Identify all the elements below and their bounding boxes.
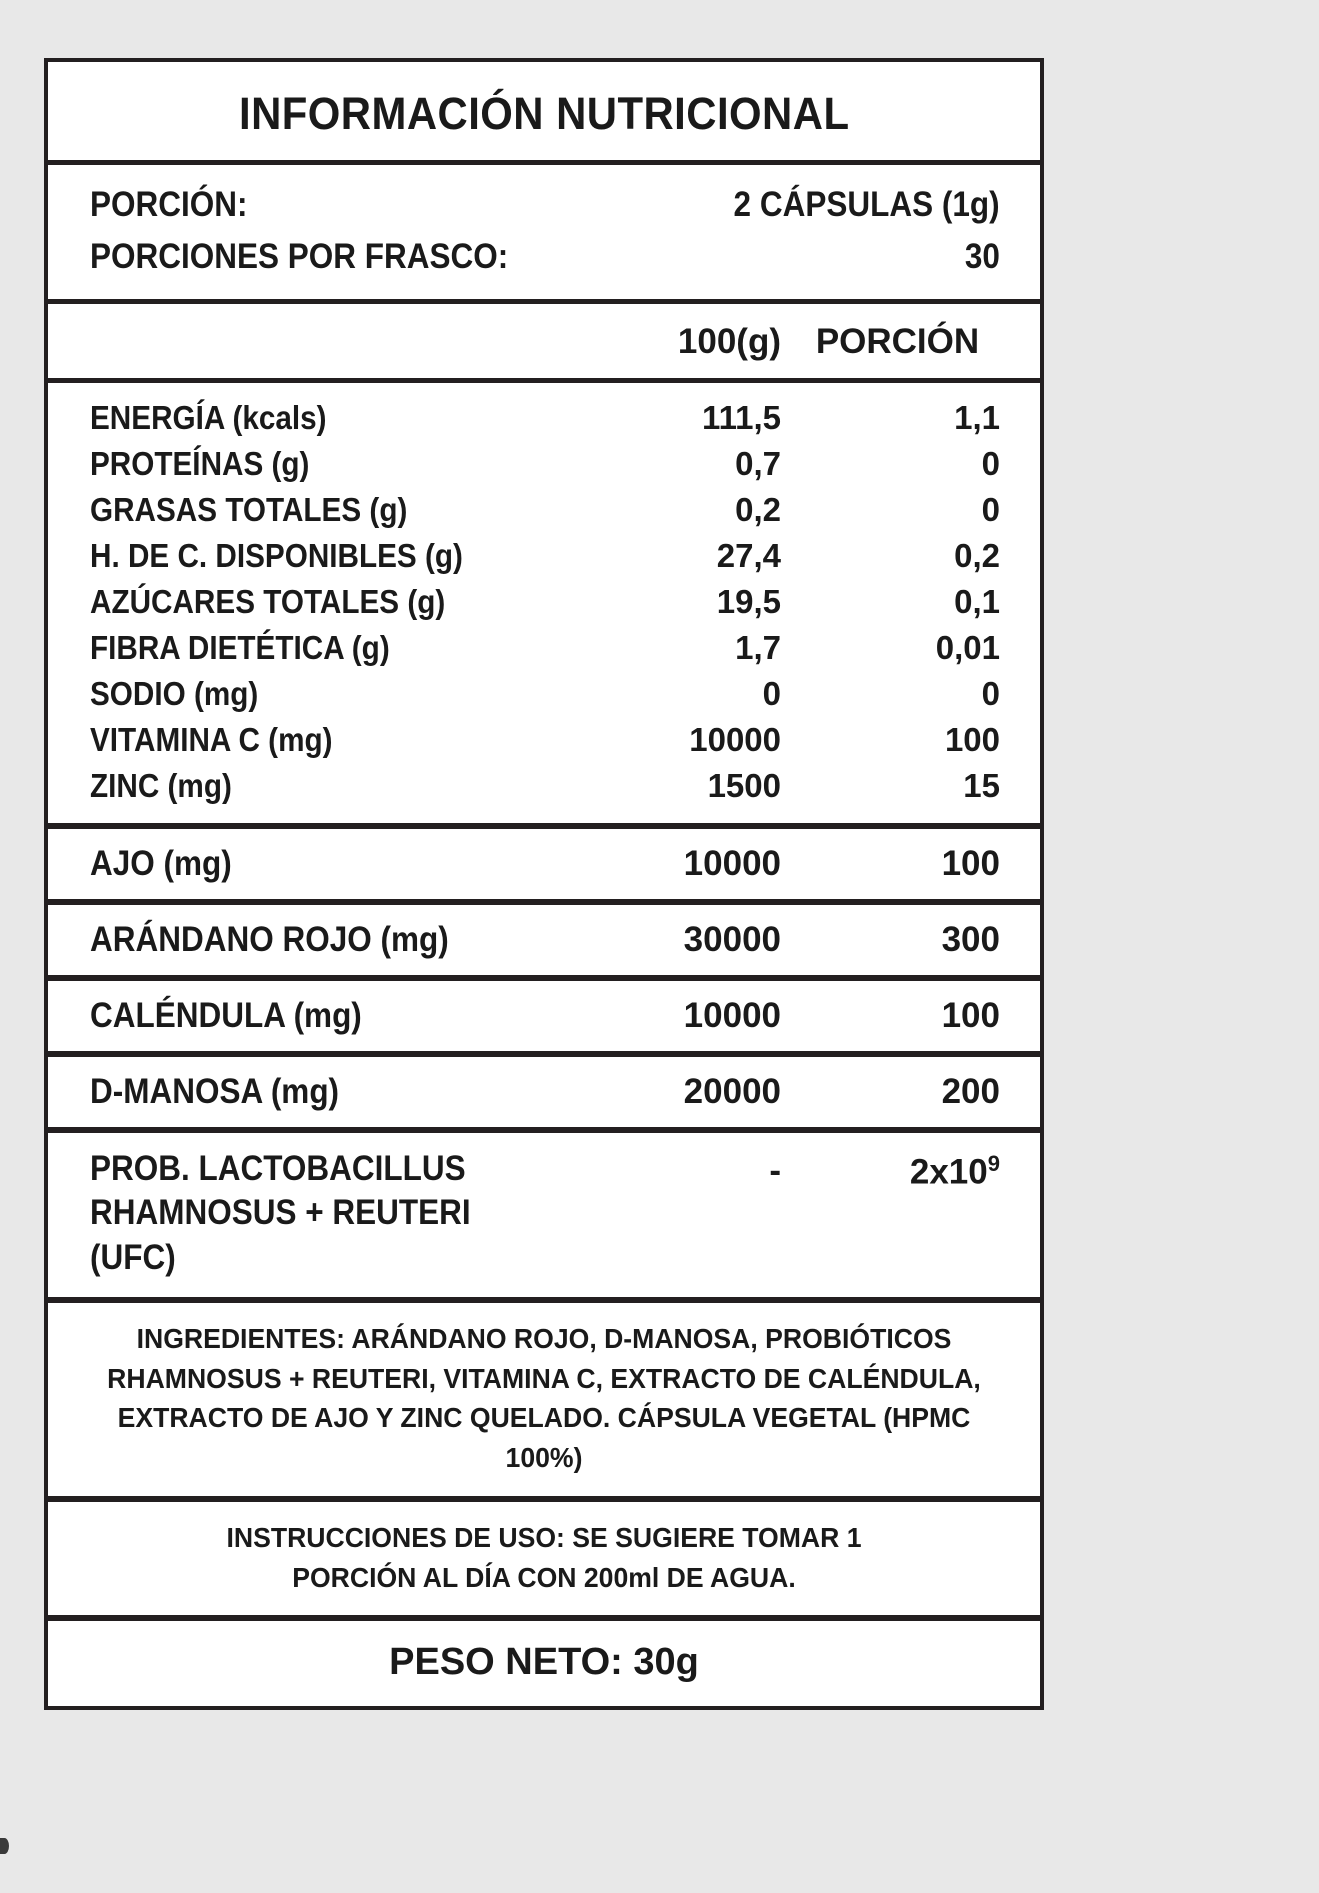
table-row-probiotic: PROB. LACTOBACILLUS RHAMNOSUS + REUTERI … <box>48 1133 1040 1303</box>
nutrient-name: SODIO (mg) <box>90 674 259 712</box>
nutrient-per100: 19,5 <box>716 582 781 620</box>
nutrient-portion: 0 <box>981 674 1000 712</box>
table-row: AZÚCARES TOTALES (g) 19,5 0,1 <box>48 579 1040 625</box>
nutrient-portion: 0,01 <box>935 628 1000 666</box>
nutrient-per100: 1500 <box>707 766 781 804</box>
supplement-name: ARÁNDANO ROJO (mg) <box>90 919 449 959</box>
nutrient-portion: 100 <box>944 720 1000 758</box>
instructions-line-1: INSTRUCCIONES DE USO: SE SUGIERE TOMAR 1 <box>226 1521 862 1553</box>
label-title-bar: INFORMACIÓN NUTRICIONAL <box>48 62 1040 165</box>
table-row: H. DE C. DISPONIBLES (g) 27,4 0,2 <box>48 533 1040 579</box>
nutrient-name: ZINC (mg) <box>90 766 232 804</box>
page-corner-mark <box>0 1838 9 1854</box>
table-column-headers: 100(g) PORCIÓN <box>48 304 1040 383</box>
servings-per-container-label: PORCIONES POR FRASCO: <box>90 236 509 276</box>
supplement-name: CALÉNDULA (mg) <box>90 995 362 1035</box>
serving-portion-row: PORCIÓN: 2 CÁPSULAS (1g) <box>90 179 1000 231</box>
supplement-per100: 20000 <box>683 1071 781 1111</box>
table-row: CALÉNDULA (mg) 10000 100 <box>48 981 1040 1057</box>
nutrient-per100: 0 <box>762 674 781 712</box>
nutrient-per100: 1,7 <box>735 628 781 666</box>
probiotic-name-line1: PROB. LACTOBACILLUS <box>90 1148 466 1188</box>
nutrient-per100: 27,4 <box>716 536 781 574</box>
table-row: ZINC (mg) 1500 15 <box>48 763 1040 809</box>
supplement-portion: 100 <box>941 995 1000 1035</box>
table-row: ARÁNDANO ROJO (mg) 30000 300 <box>48 905 1040 981</box>
ingredients-line-3: EXTRACTO DE AJO Y ZINC QUELADO. CÁPSULA … <box>117 1402 971 1474</box>
nutrient-rows-group: ENERGÍA (kcals) 111,5 1,1 PROTEÍNAS (g) … <box>48 383 1040 829</box>
supplement-portion: 100 <box>941 843 1000 883</box>
probiotic-name: PROB. LACTOBACILLUS RHAMNOSUS + REUTERI … <box>90 1147 536 1281</box>
net-weight-block: PESO NETO: 30g <box>48 1621 1040 1706</box>
nutrient-name: H. DE C. DISPONIBLES (g) <box>90 536 463 574</box>
nutrient-name: ENERGÍA (kcals) <box>90 398 327 436</box>
serving-info-block: PORCIÓN: 2 CÁPSULAS (1g) PORCIONES POR F… <box>48 165 1040 304</box>
supplement-name: AJO (mg) <box>90 843 232 883</box>
nutrient-name: GRASAS TOTALES (g) <box>90 490 408 528</box>
nutrient-per100: 10000 <box>689 720 781 758</box>
table-row: ENERGÍA (kcals) 111,5 1,1 <box>48 395 1040 441</box>
table-row: PROTEÍNAS (g) 0,7 0 <box>48 441 1040 487</box>
table-row: FIBRA DIETÉTICA (g) 1,7 0,01 <box>48 625 1040 671</box>
ingredients-line-1: INGREDIENTES: ARÁNDANO ROJO, D-MANOSA, P… <box>136 1322 952 1354</box>
nutrient-portion: 0 <box>981 444 1000 482</box>
page-title: INFORMACIÓN NUTRICIONAL <box>238 88 850 139</box>
nutrient-name: PROTEÍNAS (g) <box>90 444 310 482</box>
supplement-name: D-MANOSA (mg) <box>90 1071 340 1111</box>
servings-per-container-row: PORCIONES POR FRASCO: 30 <box>90 231 1000 283</box>
probiotic-name-line2: RHAMNOSUS + REUTERI (UFC) <box>90 1193 471 1278</box>
nutrient-per100: 0,2 <box>735 490 781 528</box>
column-header-portion: PORCIÓN <box>815 321 980 361</box>
supplement-per100: 10000 <box>683 995 781 1035</box>
table-row: SODIO (mg) 0 0 <box>48 671 1040 717</box>
table-row: VITAMINA C (mg) 10000 100 <box>48 717 1040 763</box>
nutrient-portion: 0 <box>981 490 1000 528</box>
nutrient-name: AZÚCARES TOTALES (g) <box>90 582 446 620</box>
nutrient-per100: 111,5 <box>702 398 781 436</box>
instructions-block: INSTRUCCIONES DE USO: SE SUGIERE TOMAR 1… <box>48 1502 1040 1622</box>
nutrient-name: VITAMINA C (mg) <box>90 720 333 758</box>
table-row: D-MANOSA (mg) 20000 200 <box>48 1057 1040 1133</box>
supplement-per100: 30000 <box>683 919 781 959</box>
nutrient-portion: 0,2 <box>954 536 1000 574</box>
nutrient-name: FIBRA DIETÉTICA (g) <box>90 628 390 666</box>
serving-portion-label: PORCIÓN: <box>90 185 248 224</box>
table-row: GRASAS TOTALES (g) 0,2 0 <box>48 487 1040 533</box>
nutrient-portion: 1,1 <box>954 398 1000 436</box>
serving-portion-value: 2 CÁPSULAS (1g) <box>733 185 1000 224</box>
supplement-portion: 300 <box>941 919 1000 959</box>
table-row: AJO (mg) 10000 100 <box>48 829 1040 905</box>
probiotic-portion: 2x109 <box>795 1147 1000 1193</box>
nutrient-per100: 0,7 <box>735 444 781 482</box>
probiotic-per100: - <box>769 1150 781 1190</box>
nutrient-portion: 15 <box>963 766 1000 804</box>
column-header-per100: 100(g) <box>677 321 781 361</box>
nutrition-facts-panel: INFORMACIÓN NUTRICIONAL PORCIÓN: 2 CÁPSU… <box>44 58 1044 1711</box>
instructions-line-2: PORCIÓN AL DÍA CON 200ml DE AGUA. <box>292 1561 796 1593</box>
net-weight-text: PESO NETO: 30g <box>389 1641 699 1684</box>
probiotic-portion-exponent: 9 <box>987 1150 1000 1176</box>
supplement-portion: 200 <box>941 1071 1000 1111</box>
probiotic-portion-base: 2x10 <box>909 1152 988 1192</box>
servings-per-container-value: 30 <box>964 236 1000 276</box>
supplement-per100: 10000 <box>683 843 781 883</box>
ingredients-line-2: RHAMNOSUS + REUTERI, VITAMINA C, EXTRACT… <box>107 1362 981 1394</box>
nutrient-portion: 0,1 <box>954 582 1000 620</box>
ingredients-block: INGREDIENTES: ARÁNDANO ROJO, D-MANOSA, P… <box>48 1303 1040 1502</box>
